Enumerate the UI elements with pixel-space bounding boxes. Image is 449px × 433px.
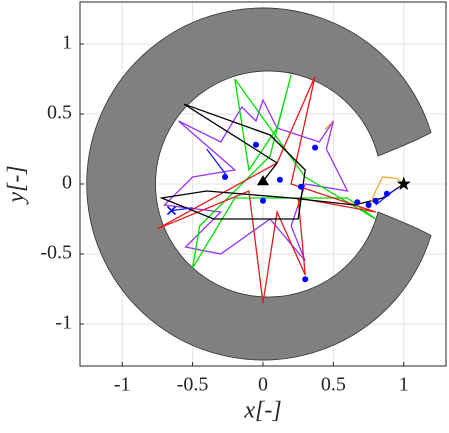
point — [298, 183, 305, 190]
point — [252, 141, 259, 148]
y-tick-label: 0.5 — [47, 102, 72, 124]
trajectory — [157, 75, 376, 304]
point — [257, 175, 269, 186]
point — [372, 197, 379, 204]
point — [396, 176, 411, 191]
trajectory — [159, 103, 405, 220]
obstacle-ring — [86, 7, 432, 361]
point — [365, 202, 372, 208]
y-axis-label: y[-] — [4, 165, 30, 204]
trajectory — [191, 74, 377, 269]
y-tick-label: -0.5 — [40, 242, 72, 264]
x-tick-label: 0.5 — [321, 374, 346, 396]
trajectory — [324, 121, 405, 210]
point — [302, 276, 309, 283]
point — [221, 174, 228, 180]
y-tick-label: 1 — [62, 32, 72, 54]
x-axis-label: x[-] — [243, 398, 281, 424]
y-tick-label: 0 — [62, 172, 72, 194]
y-tick-label: -1 — [55, 312, 72, 334]
x-tick-label: -1 — [114, 374, 131, 396]
point — [166, 206, 177, 216]
point — [383, 190, 390, 197]
point — [354, 199, 361, 206]
trajectories — [157, 74, 411, 304]
x-tick-label: 0 — [258, 374, 268, 396]
x-tick-label: -0.5 — [177, 374, 209, 396]
x-tick-label: 1 — [399, 374, 409, 396]
point — [312, 144, 319, 151]
point — [260, 197, 266, 204]
point — [276, 176, 283, 183]
